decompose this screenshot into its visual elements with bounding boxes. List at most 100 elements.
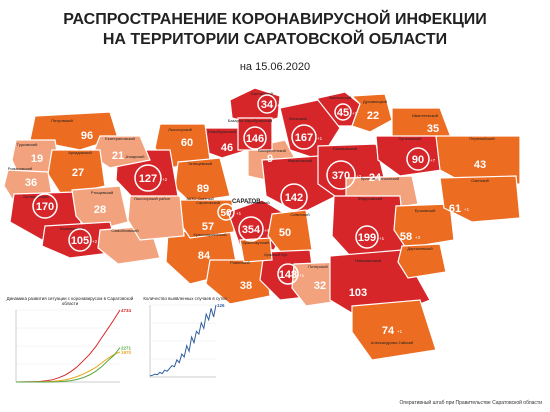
district-37	[239, 237, 273, 263]
chart1-end-label-0: 126	[217, 303, 225, 308]
district-count-8: 96	[81, 130, 93, 142]
district-delta-29: +3	[415, 235, 421, 240]
district-name-16: Балашовский	[23, 194, 48, 199]
date-label: на 15.06.2020	[239, 61, 311, 73]
chart0-series-2	[16, 347, 121, 383]
district-marker-22	[280, 183, 308, 211]
district-count-10: 89	[197, 183, 209, 195]
district-name-9: Лысогорский	[168, 127, 192, 132]
district-delta-24: +7	[430, 158, 436, 163]
district-name-36: Дергачевский	[407, 246, 432, 251]
district-name-20: Саратовский	[196, 200, 220, 205]
district-count-29: 58	[400, 231, 412, 243]
district-delta-30: +1	[464, 207, 470, 212]
district-name-24: Пугачевский	[399, 136, 422, 141]
district-marker-1	[334, 103, 352, 121]
district-count-28: 199	[358, 232, 376, 244]
district-marker-18	[68, 228, 92, 252]
district-2	[350, 93, 393, 133]
district-count-2: 22	[367, 110, 379, 122]
district-name-38: Самойловский	[111, 228, 138, 233]
district-count-26: 24	[369, 172, 382, 184]
district-delta-23: +3	[356, 174, 362, 179]
district-count-34: 103	[349, 287, 367, 299]
district-name-14: Аркадакский	[68, 150, 92, 155]
district-name-6: Базарно-Карабулакский	[228, 118, 273, 123]
district-count-11: 127	[139, 173, 157, 185]
district-name-22: Марксовский	[288, 158, 312, 163]
district-name-2: Духовницкий	[363, 99, 387, 104]
district-name-30: Озинский	[471, 178, 489, 183]
district-count-25: 43	[474, 159, 486, 171]
district-delta-7: +1	[317, 136, 323, 141]
chart1-axes	[149, 305, 216, 378]
district-name-0: Балтайский	[251, 91, 273, 96]
district-name-17: Ртищевский	[91, 190, 114, 195]
district-name-5: Новобурасский	[208, 129, 236, 134]
title-line-2: НА ТЕРРИТОРИИ САРАТОВСКОЙ ОБЛАСТИ	[102, 31, 448, 48]
city-saratov-marker	[217, 203, 235, 221]
district-name-37: Краснокутский	[242, 240, 269, 245]
district-marker-16	[32, 193, 58, 219]
district-count-15: 36	[25, 177, 37, 189]
title-line-1: РАСПРОСТРАНЕНИЕ КОРОНАВИРУСНОЙ ИНФЕКЦИИ	[63, 11, 487, 28]
district-name-1: Хвалынский	[329, 95, 352, 100]
district-delta-11: +2	[162, 177, 168, 182]
district-name-35: Александрово-Гайский	[371, 340, 414, 345]
district-name-29: Ершовский	[415, 208, 436, 213]
district-marker-28	[355, 225, 379, 249]
district-count-32: 148	[279, 269, 297, 281]
district-count-24: 90	[412, 154, 424, 166]
extra-label-0: ЗАТО Светлый	[186, 196, 214, 201]
district-count-14: 27	[72, 167, 84, 179]
district-marker-6	[243, 126, 267, 150]
district-36	[397, 243, 447, 279]
district-name-26: Краснопартизанский	[361, 176, 399, 181]
district-count-6: 146	[246, 133, 264, 145]
district-name-7: Вольский	[289, 116, 306, 121]
district-0	[229, 87, 281, 125]
chart-daily-plot: 126	[149, 303, 225, 378]
district-count-4: 9	[267, 153, 273, 165]
district-count-7: 167	[295, 132, 313, 144]
district-name-12: Екатериновский	[105, 136, 135, 141]
extra-label-1: 31	[312, 219, 324, 231]
inset-chart-daily-title: Количество выявленных случаев в сутки	[143, 296, 227, 301]
inset-chart-dynamics-title: Динамика развития ситуации с коронавирус…	[6, 296, 134, 306]
district-count-16: 170	[36, 201, 54, 213]
district-delta-35: +1	[397, 329, 403, 334]
district-count-27: 50	[279, 227, 291, 239]
district-count-1: 45	[337, 107, 349, 119]
district-6	[237, 117, 273, 151]
district-delta-21: +4	[264, 228, 270, 233]
district-marker-24	[406, 147, 430, 171]
district-marker-21	[238, 216, 264, 242]
district-name-25: Перелюбский	[469, 136, 494, 141]
district-count-21: 354	[242, 224, 261, 236]
district-name-8: Петровский	[51, 118, 73, 123]
district-name-31: Ровенский	[230, 260, 249, 265]
district-name-28: Федоровский	[358, 196, 382, 201]
district-name-15: Романовский	[8, 166, 32, 171]
district-delta-0: +1	[277, 103, 283, 108]
district-count-23: 370	[332, 170, 350, 182]
district-count-30: 61	[449, 203, 461, 215]
district-name-34: Новоузенский	[355, 258, 381, 263]
chart0-series-1	[16, 351, 121, 383]
inset-chart-daily: Количество выявленных случаев в сутки 12…	[140, 296, 230, 396]
district-name-19: Красноармейский	[193, 232, 226, 237]
district-delta-18: +2	[92, 239, 98, 244]
district-30	[439, 175, 521, 223]
district-39	[127, 195, 185, 241]
footer-source: Оперативный штаб при Правительстве Сарат…	[399, 400, 542, 406]
district-name-4: Воскресенский	[258, 148, 286, 153]
district-delta-32: +1	[299, 273, 305, 278]
district-name-21: Энгельсский	[246, 200, 269, 205]
district-count-9: 60	[181, 137, 193, 149]
district-marker-23	[326, 160, 356, 190]
district-35	[351, 299, 437, 361]
district-count-31: 38	[240, 280, 252, 292]
